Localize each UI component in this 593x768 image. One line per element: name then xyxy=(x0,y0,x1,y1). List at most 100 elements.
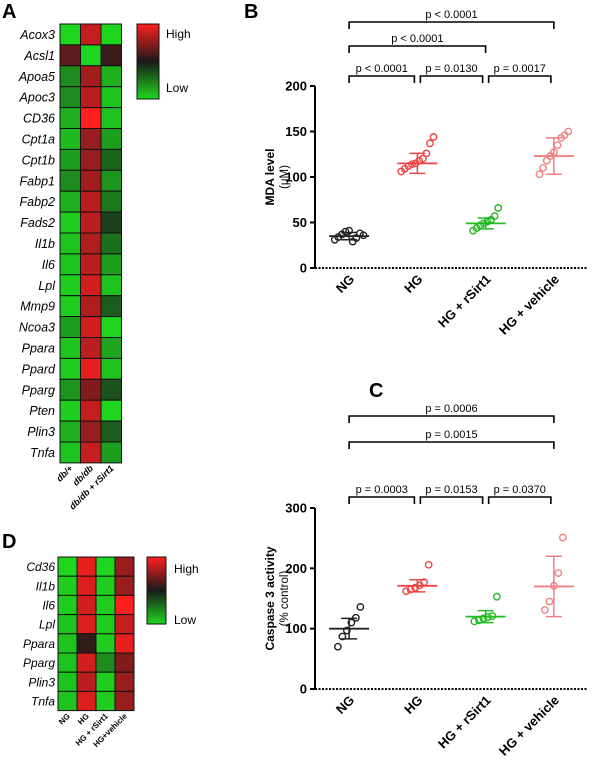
data-point xyxy=(539,163,547,172)
row-label-fabp2: Fabp2 xyxy=(20,195,55,209)
y-tick-label: 200 xyxy=(285,561,307,576)
heat-cell xyxy=(57,556,78,577)
row-label-ppara: Ppara xyxy=(22,341,55,355)
row-label-ppard: Ppard xyxy=(22,362,56,376)
p-value-label: p < 0.0001 xyxy=(425,9,477,21)
heat-cell xyxy=(59,44,81,67)
y-axis-label: MDA level xyxy=(263,149,277,206)
row-label-ncoa3: Ncoa3 xyxy=(19,321,55,335)
heat-cell xyxy=(59,295,81,318)
column-label-1: HG xyxy=(76,712,91,727)
heat-cell xyxy=(57,690,78,712)
heat-cell xyxy=(114,690,135,712)
heat-cell xyxy=(100,128,122,150)
heat-cell xyxy=(100,420,122,443)
data-point xyxy=(470,617,479,626)
x-category-label: NG xyxy=(333,693,357,717)
data-point xyxy=(564,127,573,136)
heat-cell xyxy=(76,671,97,692)
legend-high-label: High xyxy=(166,27,191,41)
heat-cell xyxy=(95,671,116,692)
heat-cell xyxy=(80,23,102,46)
data-point xyxy=(402,587,411,596)
heat-cell xyxy=(100,253,122,276)
y-axis-label: Caspase 3 activity xyxy=(263,546,277,650)
heat-cell xyxy=(100,65,122,88)
heat-cell xyxy=(100,378,122,401)
heat-cell xyxy=(59,232,81,255)
heat-cell xyxy=(114,633,135,654)
heat-cell xyxy=(59,169,81,192)
heat-cell xyxy=(59,65,81,88)
heat-cell xyxy=(57,614,78,635)
significance-bracket xyxy=(348,441,555,449)
row-label-pparg: Pparg xyxy=(23,656,55,670)
data-point xyxy=(359,231,368,240)
p-value-label: p = 0.0130 xyxy=(425,63,477,75)
heat-cell xyxy=(80,107,102,129)
heat-cell xyxy=(80,337,102,359)
row-label-il6: Il6 xyxy=(42,258,55,272)
data-point xyxy=(490,212,499,221)
legend-low-label: Low xyxy=(174,613,196,627)
significance-bracket xyxy=(348,75,416,83)
heat-cell xyxy=(80,86,102,109)
panel-letter-b: B xyxy=(244,1,258,23)
data-point xyxy=(540,606,549,614)
heat-cell xyxy=(80,316,102,339)
significance-bracket xyxy=(348,496,416,504)
heat-cell xyxy=(100,232,122,255)
heat-cell xyxy=(95,652,116,673)
heat-cell xyxy=(59,378,81,401)
data-point xyxy=(347,618,356,627)
panel-letter-a: A xyxy=(2,1,16,23)
heat-cell xyxy=(114,594,135,616)
p-value-label: p = 0.0006 xyxy=(425,403,477,415)
heat-cell xyxy=(114,575,135,596)
row-label-pparg: Pparg xyxy=(22,383,55,397)
row-label-pten: Pten xyxy=(29,404,55,418)
heat-cell xyxy=(80,169,102,192)
heat-cell xyxy=(59,107,81,129)
heat-cell xyxy=(57,671,78,692)
heat-cell xyxy=(100,441,122,464)
heat-cell xyxy=(80,211,102,234)
heat-cell xyxy=(59,148,81,171)
data-point xyxy=(338,632,347,641)
significance-bracket xyxy=(487,496,552,504)
heat-cell xyxy=(76,614,97,635)
significance-bracket xyxy=(419,75,484,83)
heat-cell xyxy=(59,441,81,464)
column-label-0: NG xyxy=(57,712,72,727)
heat-cell xyxy=(100,295,122,318)
row-label-acox3: Acox3 xyxy=(19,28,55,42)
data-point xyxy=(492,592,501,601)
data-point xyxy=(333,642,342,651)
significance-bracket xyxy=(348,415,555,423)
data-point xyxy=(553,141,562,150)
row-label-lpl: Lpl xyxy=(39,618,55,632)
y-tick-label: 50 xyxy=(293,215,307,230)
heat-cell xyxy=(114,652,135,673)
data-point xyxy=(341,227,350,236)
x-category-label: HG + vehicle xyxy=(496,272,562,338)
heat-cell xyxy=(80,274,102,297)
heatmap-a: Acox3 Acsl1 Apoa5 Apoc3 CD36 Cpt1a Cpt1b Fabp1 F… xyxy=(18,23,191,512)
y-axis-unit: (μM) xyxy=(279,165,291,189)
row-label-ppara: Ppara xyxy=(23,637,55,651)
p-value-label: p = 0.0370 xyxy=(494,484,546,496)
row-label-acsl1: Acsl1 xyxy=(23,49,55,63)
significance-bracket xyxy=(487,75,552,83)
row-label-lpl: Lpl xyxy=(38,279,56,293)
y-tick-label: 0 xyxy=(300,261,307,276)
p-value-label: p = 0.0015 xyxy=(425,429,477,441)
x-category-label: NG xyxy=(333,272,357,296)
p-value-label: p < 0.0001 xyxy=(356,63,408,75)
heat-cell xyxy=(57,633,78,654)
heat-cell xyxy=(95,575,116,596)
significance-bracket xyxy=(348,21,555,29)
color-legend-bar xyxy=(136,23,160,100)
heat-cell xyxy=(100,399,122,422)
heat-cell xyxy=(59,399,81,422)
